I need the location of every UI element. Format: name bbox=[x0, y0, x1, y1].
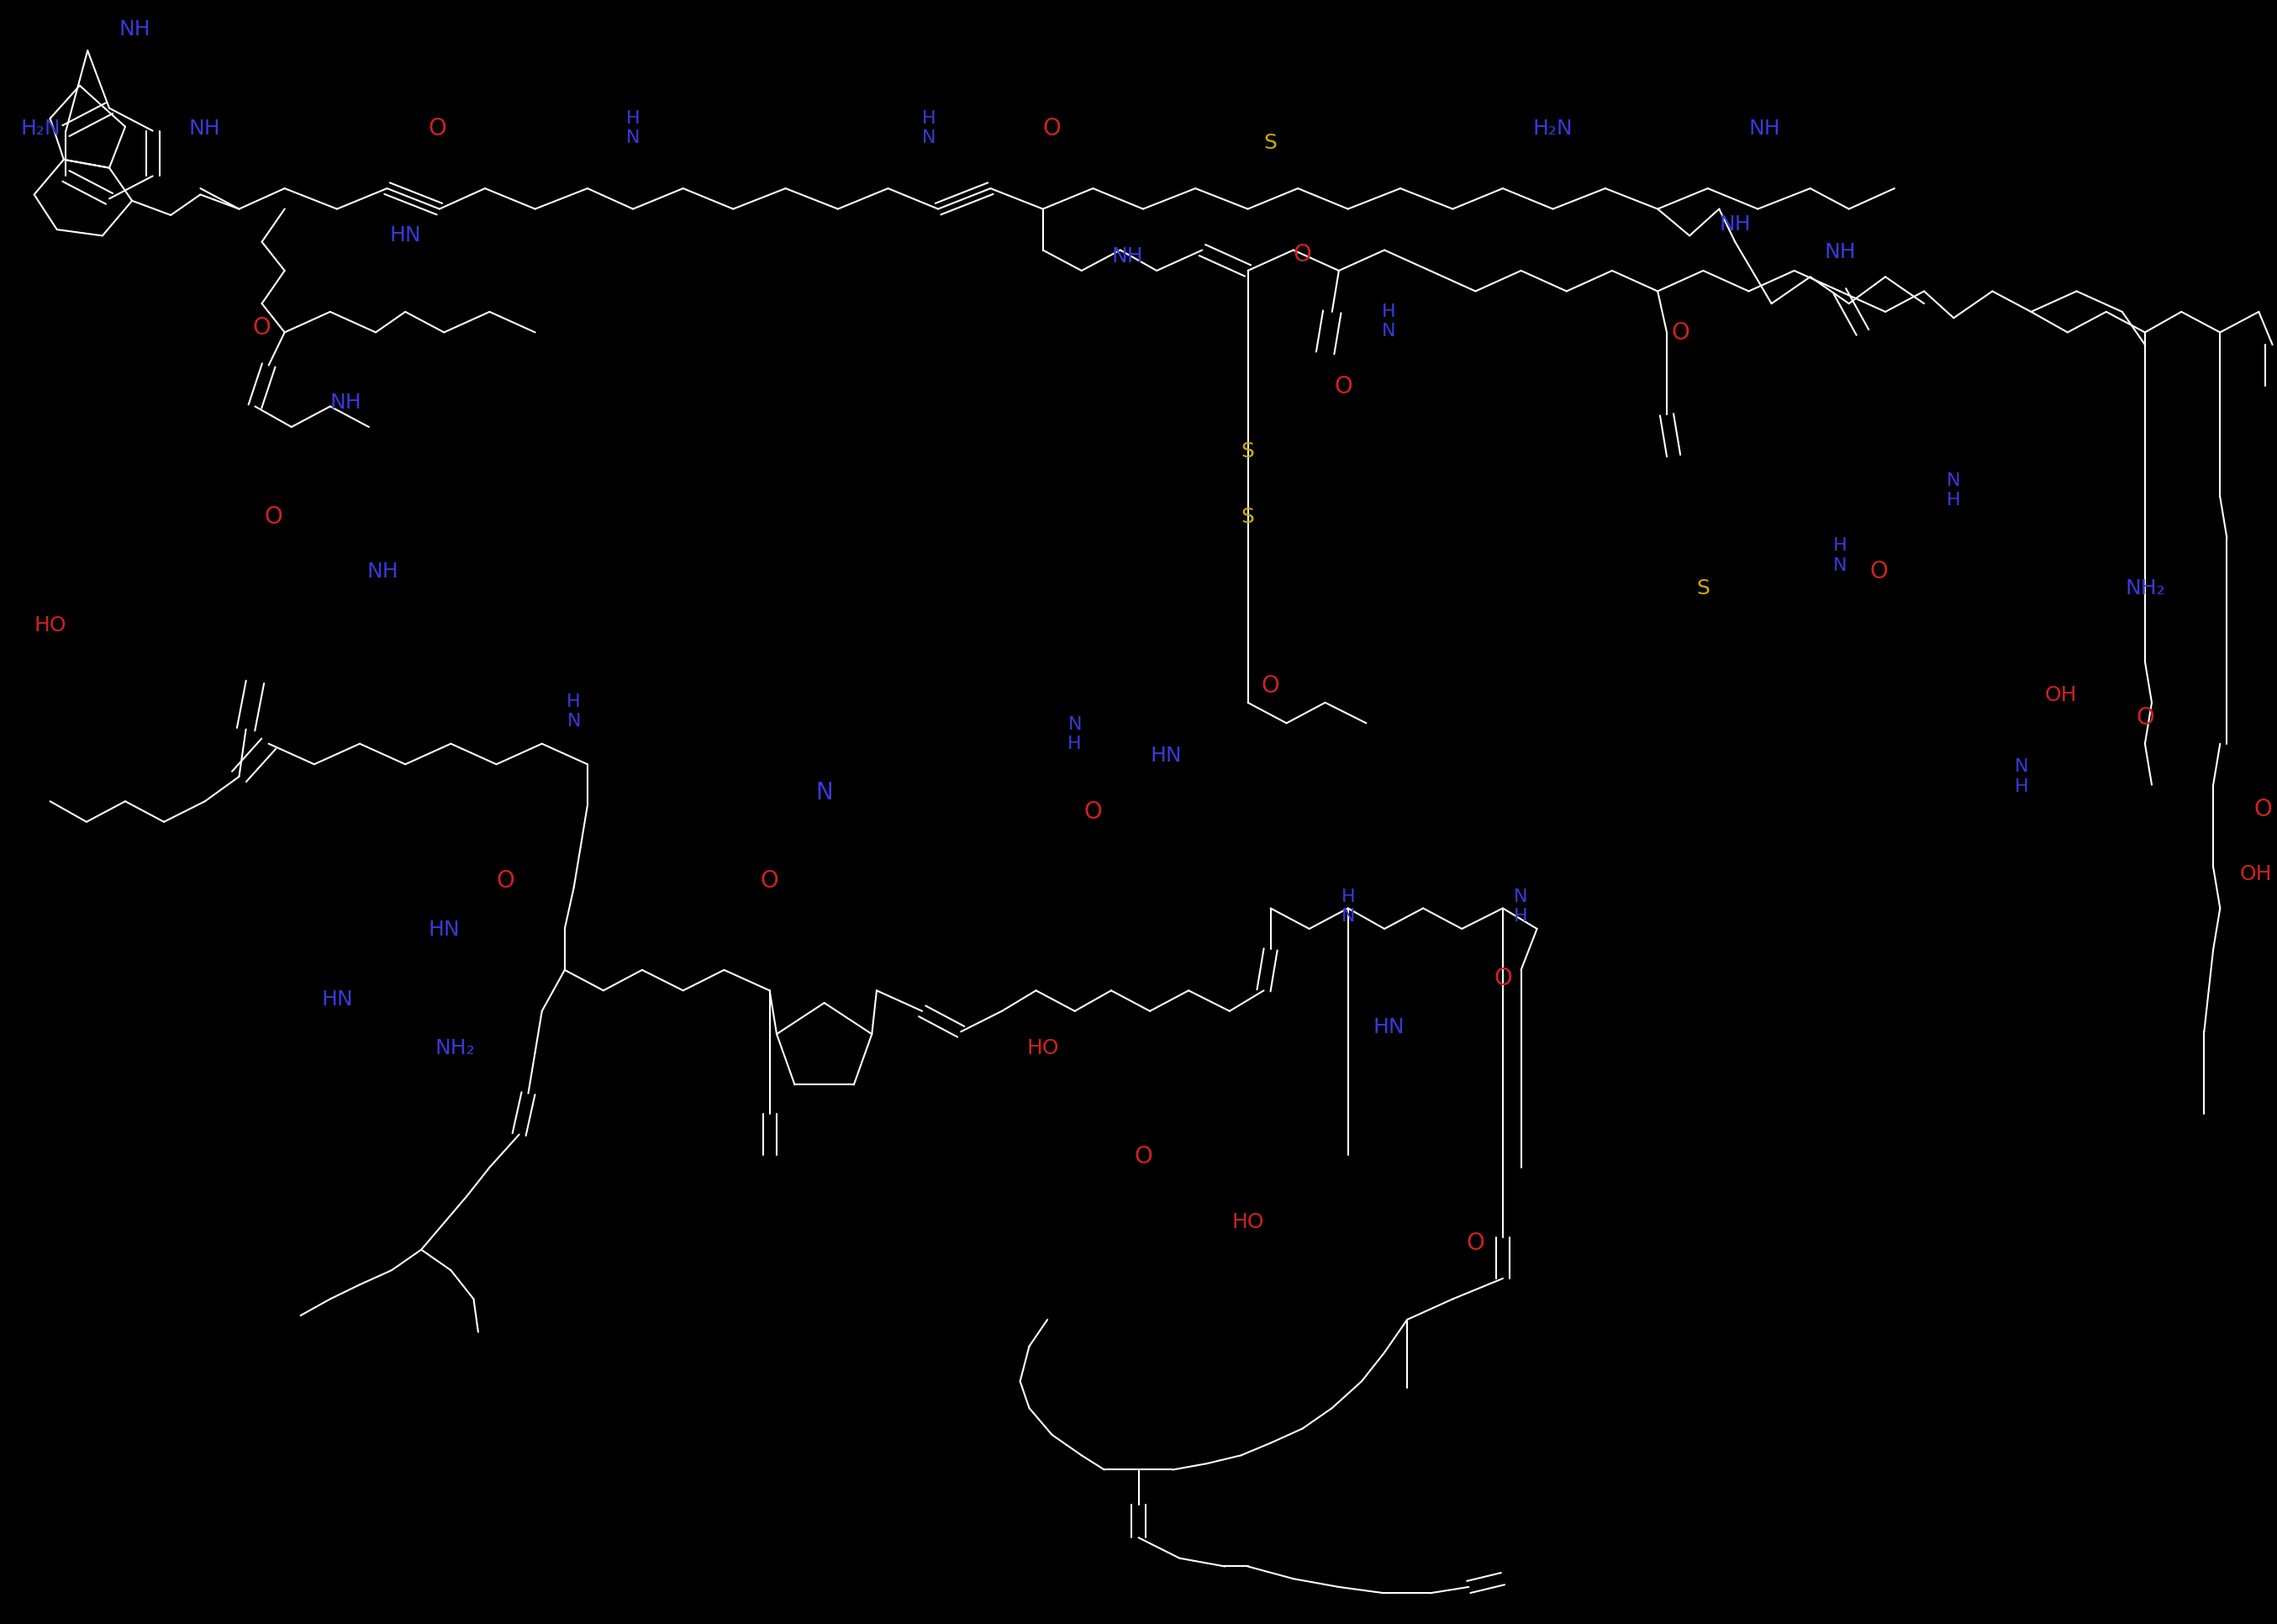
Text: HN: HN bbox=[428, 919, 460, 939]
Text: O: O bbox=[1261, 674, 1280, 697]
Text: N
H: N H bbox=[1068, 716, 1082, 752]
Text: NH: NH bbox=[1824, 242, 1856, 261]
Text: NH: NH bbox=[367, 562, 398, 581]
Text: H
N: H N bbox=[626, 110, 640, 146]
Text: O: O bbox=[496, 869, 515, 892]
Text: HN: HN bbox=[1150, 745, 1182, 765]
Text: N
H: N H bbox=[2015, 758, 2029, 794]
Text: O: O bbox=[2254, 797, 2272, 820]
Text: HO: HO bbox=[1232, 1212, 1264, 1231]
Text: S: S bbox=[1241, 442, 1255, 461]
Text: H₂N: H₂N bbox=[20, 119, 61, 138]
Text: NH: NH bbox=[189, 119, 221, 138]
Text: O: O bbox=[1043, 117, 1061, 140]
Text: H
N: H N bbox=[1382, 304, 1396, 339]
Text: NH: NH bbox=[1749, 119, 1781, 138]
Text: HO: HO bbox=[1027, 1038, 1059, 1057]
Text: O: O bbox=[761, 869, 779, 892]
Text: H
N: H N bbox=[567, 693, 581, 729]
Text: H
N: H N bbox=[1341, 888, 1355, 924]
Text: O: O bbox=[1466, 1231, 1485, 1254]
Text: NH₂: NH₂ bbox=[435, 1038, 476, 1057]
Text: NH: NH bbox=[1111, 247, 1143, 266]
Text: S: S bbox=[1241, 507, 1255, 526]
Text: O: O bbox=[2136, 706, 2154, 729]
Text: S: S bbox=[1696, 578, 1710, 598]
Text: O: O bbox=[428, 117, 446, 140]
Text: N: N bbox=[815, 781, 833, 804]
Text: H
N: H N bbox=[922, 110, 936, 146]
Text: NH: NH bbox=[330, 393, 362, 412]
Text: O: O bbox=[1293, 244, 1312, 266]
Text: HO: HO bbox=[34, 615, 66, 635]
Text: O: O bbox=[1084, 801, 1102, 823]
Text: H₂N: H₂N bbox=[1532, 119, 1573, 138]
Text: O: O bbox=[264, 505, 282, 528]
Text: O: O bbox=[1494, 966, 1512, 989]
Text: O: O bbox=[253, 317, 271, 339]
Text: O: O bbox=[1869, 560, 1888, 583]
Text: O: O bbox=[1671, 322, 1690, 344]
Text: S: S bbox=[1264, 133, 1277, 153]
Text: NH: NH bbox=[1719, 214, 1751, 234]
Text: N
H: N H bbox=[1514, 888, 1528, 924]
Text: HN: HN bbox=[389, 226, 421, 245]
Text: NH₂: NH₂ bbox=[2124, 578, 2165, 598]
Text: NH: NH bbox=[118, 19, 150, 39]
Text: O: O bbox=[1334, 375, 1353, 398]
Text: HN: HN bbox=[1373, 1017, 1405, 1036]
Text: OH: OH bbox=[2241, 864, 2272, 883]
Text: HN: HN bbox=[321, 989, 353, 1009]
Text: OH: OH bbox=[2045, 685, 2077, 705]
Text: H
N: H N bbox=[1833, 538, 1847, 573]
Text: N
H: N H bbox=[1947, 473, 1960, 508]
Text: O: O bbox=[1134, 1145, 1152, 1168]
